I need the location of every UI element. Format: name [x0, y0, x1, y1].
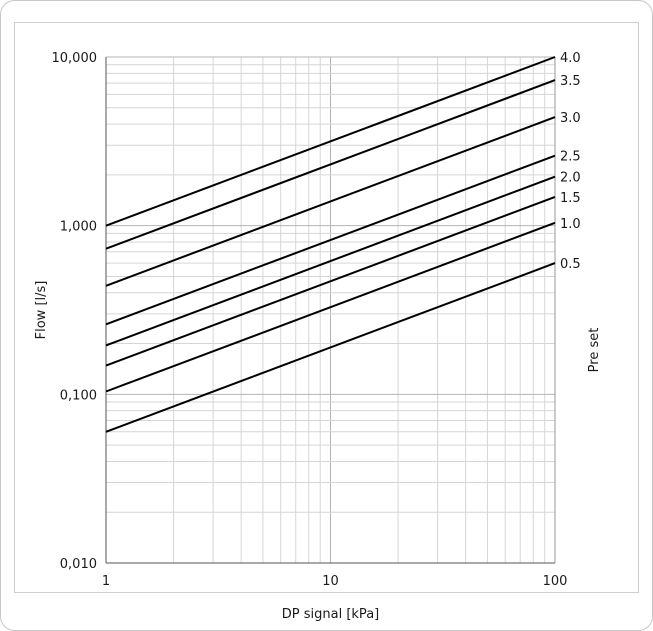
series-line-2.5: [105, 154, 556, 326]
y-tick-label: 1,000: [60, 220, 97, 235]
series-label-2.5: 2.5: [560, 150, 581, 165]
series-lines: [105, 56, 556, 433]
series-line-3.5: [105, 79, 556, 250]
series-line-2.0: [105, 175, 556, 347]
series-label-0.5: 0.5: [560, 257, 581, 272]
plot-panel-border: [14, 22, 639, 593]
series-line-3.0: [105, 116, 556, 287]
x-axis-title: DP signal [kPa]: [282, 607, 379, 622]
x-tick-label: 10: [322, 574, 339, 589]
preset-axis-title: Pre set: [587, 328, 602, 373]
y-tick-label: 10,000: [52, 51, 98, 66]
series-label-2.0: 2.0: [560, 171, 581, 186]
series-label-3.0: 3.0: [560, 111, 581, 126]
y-tick-label: 0,100: [60, 388, 97, 403]
series-line-1.5: [105, 195, 556, 367]
x-tick-label: 100: [543, 574, 568, 589]
series-label-3.5: 3.5: [560, 74, 581, 89]
series-label-4.0: 4.0: [560, 51, 581, 66]
x-tick-label: 1: [102, 574, 110, 589]
series-labels: 4.0 3.5 3.0 2.5 2.0 1.5 1.0 0.5: [560, 51, 581, 272]
series-label-1.0: 1.0: [560, 217, 581, 232]
grid: [105, 56, 555, 564]
axes: [105, 57, 556, 564]
series-line-4.0: [105, 56, 556, 227]
y-tick-label: 0,010: [60, 557, 97, 572]
y-axis-title: Flow [l/s]: [34, 281, 49, 340]
series-line-1.0: [105, 221, 556, 393]
series-line-0.5: [105, 262, 556, 433]
tick-labels: 1 10 100 0,010 0,100 1,000 10,000: [52, 51, 568, 589]
series-label-1.5: 1.5: [560, 191, 581, 206]
